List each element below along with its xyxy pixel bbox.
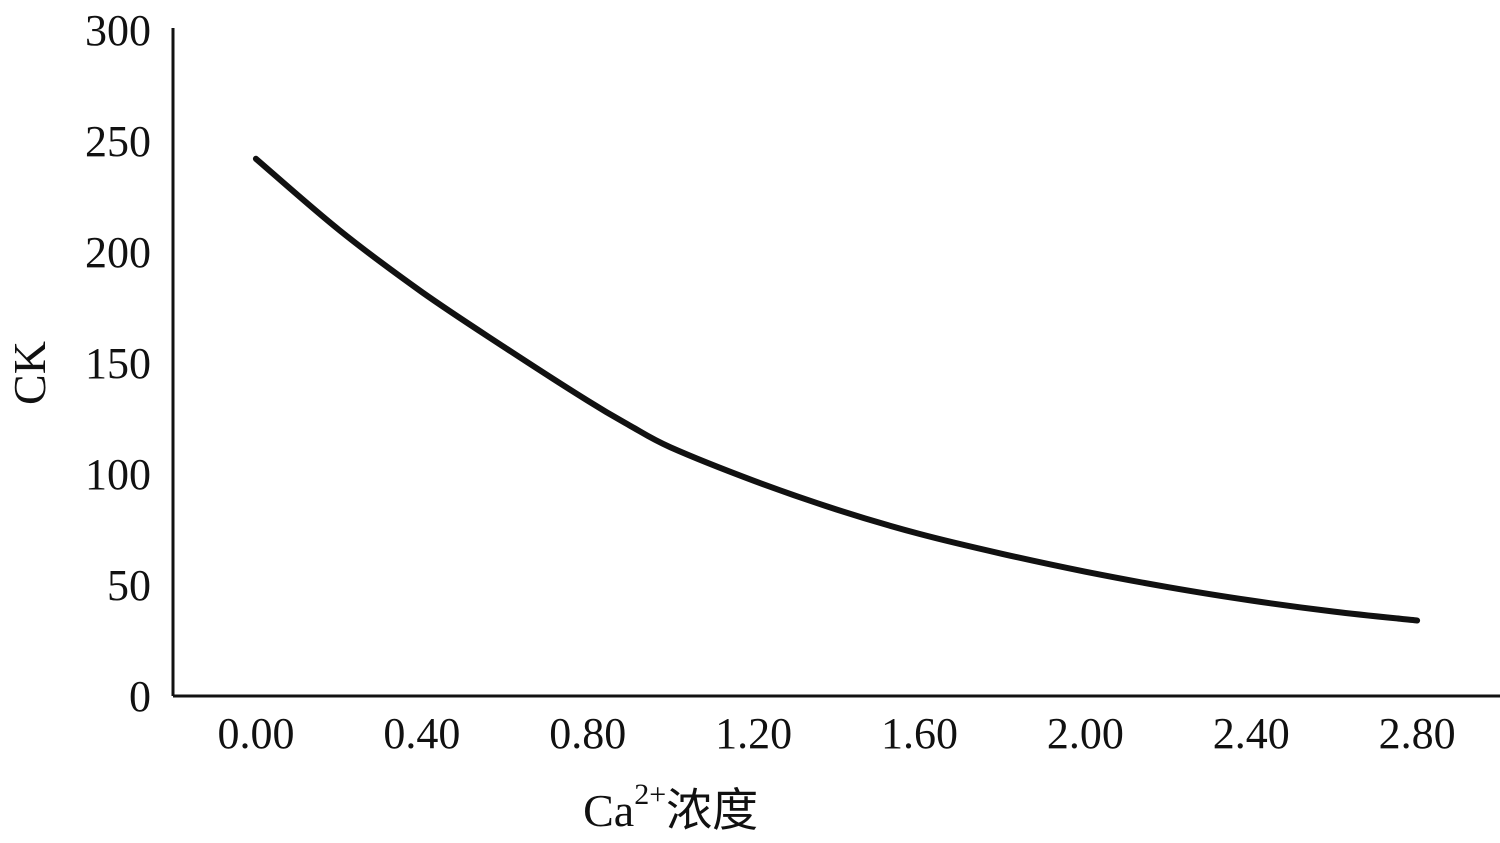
y-tick-label: 150 — [85, 339, 151, 388]
x-tick-label: 2.80 — [1379, 709, 1456, 758]
y-tick-label: 300 — [85, 6, 151, 55]
y-tick-label: 250 — [85, 117, 151, 166]
series-line — [252, 155, 1421, 624]
x-tick-label: 1.20 — [715, 709, 792, 758]
x-tick-label: 0.40 — [383, 709, 460, 758]
x-axis-title-suffix: 浓度 — [666, 785, 758, 836]
x-axis-title-superscript: 2+ — [634, 778, 666, 811]
x-tick-labels: 0.00 0.40 0.80 1.20 1.60 2.00 2.40 2.80 — [217, 709, 1455, 758]
x-tick-label: 0.80 — [549, 709, 626, 758]
x-axis-title-main: Ca — [583, 785, 634, 836]
x-axis-title: Ca2+浓度 — [583, 778, 758, 836]
y-tick-label: 100 — [85, 450, 151, 499]
x-tick-label: 1.60 — [881, 709, 958, 758]
y-tick-label: 200 — [85, 228, 151, 277]
x-tick-label: 0.00 — [217, 709, 294, 758]
y-tick-labels: 0 50 100 150 200 250 300 — [85, 6, 151, 721]
axes — [171, 28, 1500, 698]
y-axis-title: CK — [4, 341, 55, 405]
y-tick-label: 50 — [107, 561, 151, 610]
y-tick-label: 0 — [129, 672, 151, 721]
x-tick-label: 2.40 — [1213, 709, 1290, 758]
x-tick-label: 2.00 — [1047, 709, 1124, 758]
series-layer — [252, 155, 1421, 624]
